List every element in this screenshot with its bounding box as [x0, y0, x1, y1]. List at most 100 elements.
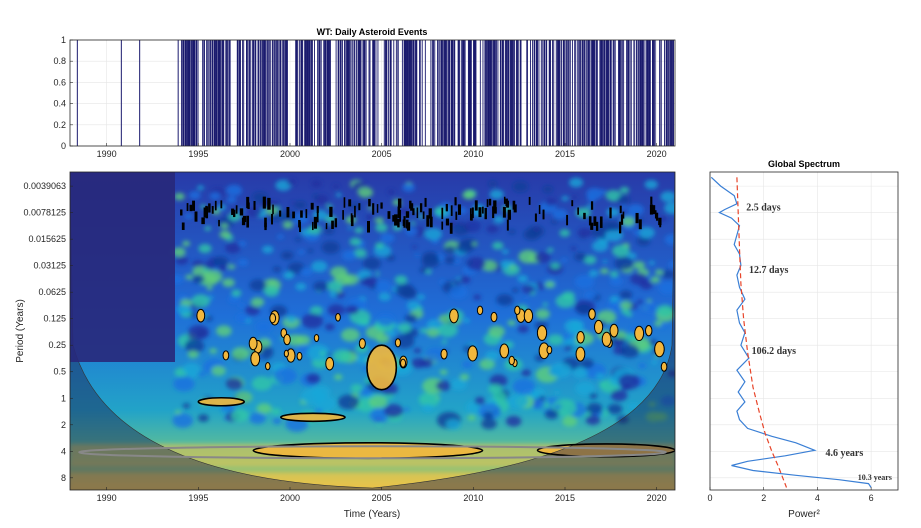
heatmap-cell — [327, 304, 345, 317]
short-period-contour — [279, 210, 282, 217]
short-period-contour — [292, 211, 295, 219]
heatmap-cell — [212, 256, 229, 268]
heatmap-cell — [347, 226, 352, 230]
short-period-contour — [220, 200, 223, 209]
heatmap-cell — [517, 325, 529, 333]
heatmap-cell — [512, 378, 536, 395]
short-period-contour — [457, 204, 462, 215]
gs-x-tick-label: 0 — [707, 493, 712, 503]
short-period-contour — [513, 204, 517, 213]
heatmap-cell — [420, 358, 433, 368]
wavelet-x-tick-label: 2020 — [647, 493, 667, 503]
heatmap-cell — [466, 260, 473, 265]
heatmap-cell — [380, 233, 395, 244]
heatmap-cell — [612, 244, 630, 258]
heatmap-cell — [422, 404, 434, 412]
short-period-contour — [201, 217, 205, 225]
heatmap-cell — [319, 350, 327, 356]
heatmap-cell — [337, 289, 342, 293]
heatmap-cell — [633, 230, 641, 236]
heatmap-cell — [392, 224, 403, 231]
heatmap-cell — [297, 249, 305, 255]
heatmap-cell — [523, 296, 529, 301]
short-period-contour — [619, 205, 622, 214]
wavelet-y-tick-label: 8 — [61, 473, 66, 483]
short-period-contour — [348, 199, 352, 207]
heatmap-cell — [607, 403, 623, 415]
short-period-contour — [299, 221, 302, 233]
heatmap-cell — [492, 241, 504, 250]
short-period-contour — [410, 203, 414, 211]
heatmap-cell — [577, 227, 592, 238]
events-panel: WT: Daily Asteroid Events 0 0.2 0.4 0.6 0.8 1… — [53, 27, 676, 159]
short-period-contour — [595, 221, 599, 231]
heatmap-cell — [282, 271, 294, 280]
heatmap-cell — [425, 347, 446, 362]
heatmap-cell — [457, 221, 465, 226]
hotspot — [280, 413, 345, 422]
heatmap-cell — [583, 255, 597, 265]
heatmap-cell — [188, 191, 201, 200]
heatmap-cell — [311, 180, 322, 188]
heatmap-cell — [562, 416, 578, 427]
heatmap-cell — [425, 269, 432, 275]
heatmap-cell — [617, 195, 631, 204]
global-spectrum-axes-box — [709, 171, 899, 491]
heatmap-cell — [332, 349, 352, 363]
heatmap-cell — [282, 221, 293, 229]
heatmap-cell — [211, 208, 221, 215]
heatmap-cell — [439, 369, 448, 375]
heatmap-cell — [219, 230, 231, 239]
heatmap-cell — [561, 258, 568, 263]
heatmap-cell — [345, 305, 359, 315]
significance-contour-small — [250, 351, 261, 367]
heatmap-cell — [467, 414, 476, 421]
heatmap-cell — [462, 317, 470, 324]
early-low-power-region — [70, 172, 175, 362]
heatmap-cell — [570, 320, 584, 330]
short-period-contour — [376, 204, 379, 213]
short-period-contour — [316, 205, 319, 213]
heatmap-cell — [287, 262, 305, 274]
heatmap-cell — [286, 178, 297, 186]
heatmap-cell — [237, 302, 245, 308]
heatmap-cell — [263, 285, 280, 297]
heatmap-cell — [542, 302, 549, 307]
heatmap-cell — [353, 248, 367, 258]
short-period-contour — [262, 196, 266, 209]
short-period-contour — [649, 204, 654, 215]
short-period-contour — [424, 197, 427, 207]
short-period-contour — [350, 215, 354, 227]
heatmap-cell — [269, 280, 277, 286]
short-period-contour — [652, 205, 656, 215]
heatmap-cell — [270, 408, 281, 416]
heatmap-cell — [531, 399, 545, 409]
heatmap-cell — [595, 372, 605, 379]
short-period-contour — [180, 209, 183, 216]
heatmap-cell — [329, 291, 338, 298]
heatmap-cell — [488, 325, 505, 338]
wavelet-y-tick-label: 0.125 — [43, 314, 66, 324]
events-x-tick-label: 1995 — [188, 149, 208, 159]
peak-annotation: 10.3 years — [858, 473, 892, 482]
wavelet-y-label: Period (Years) — [15, 299, 26, 363]
heatmap-cell — [413, 347, 422, 354]
heatmap-cell — [614, 256, 634, 271]
heatmap-cell — [291, 201, 296, 205]
short-period-contour — [231, 208, 235, 215]
short-period-contour — [450, 205, 453, 216]
heatmap-cell — [172, 413, 194, 428]
short-period-contour — [609, 207, 612, 219]
short-period-contour — [542, 209, 545, 220]
peak-annotation: 2.5 days — [746, 202, 781, 213]
wavelet-x-tick-label: 2005 — [372, 493, 392, 503]
heatmap-cell — [231, 289, 242, 297]
short-period-contour — [325, 223, 328, 230]
heatmap-cell — [627, 252, 637, 260]
short-period-contour — [538, 205, 541, 215]
short-period-contour — [253, 200, 256, 210]
heatmap-cell — [435, 380, 451, 391]
significance-contour-small — [265, 362, 271, 371]
short-period-contour — [507, 209, 512, 220]
heatmap-cell — [350, 384, 363, 393]
